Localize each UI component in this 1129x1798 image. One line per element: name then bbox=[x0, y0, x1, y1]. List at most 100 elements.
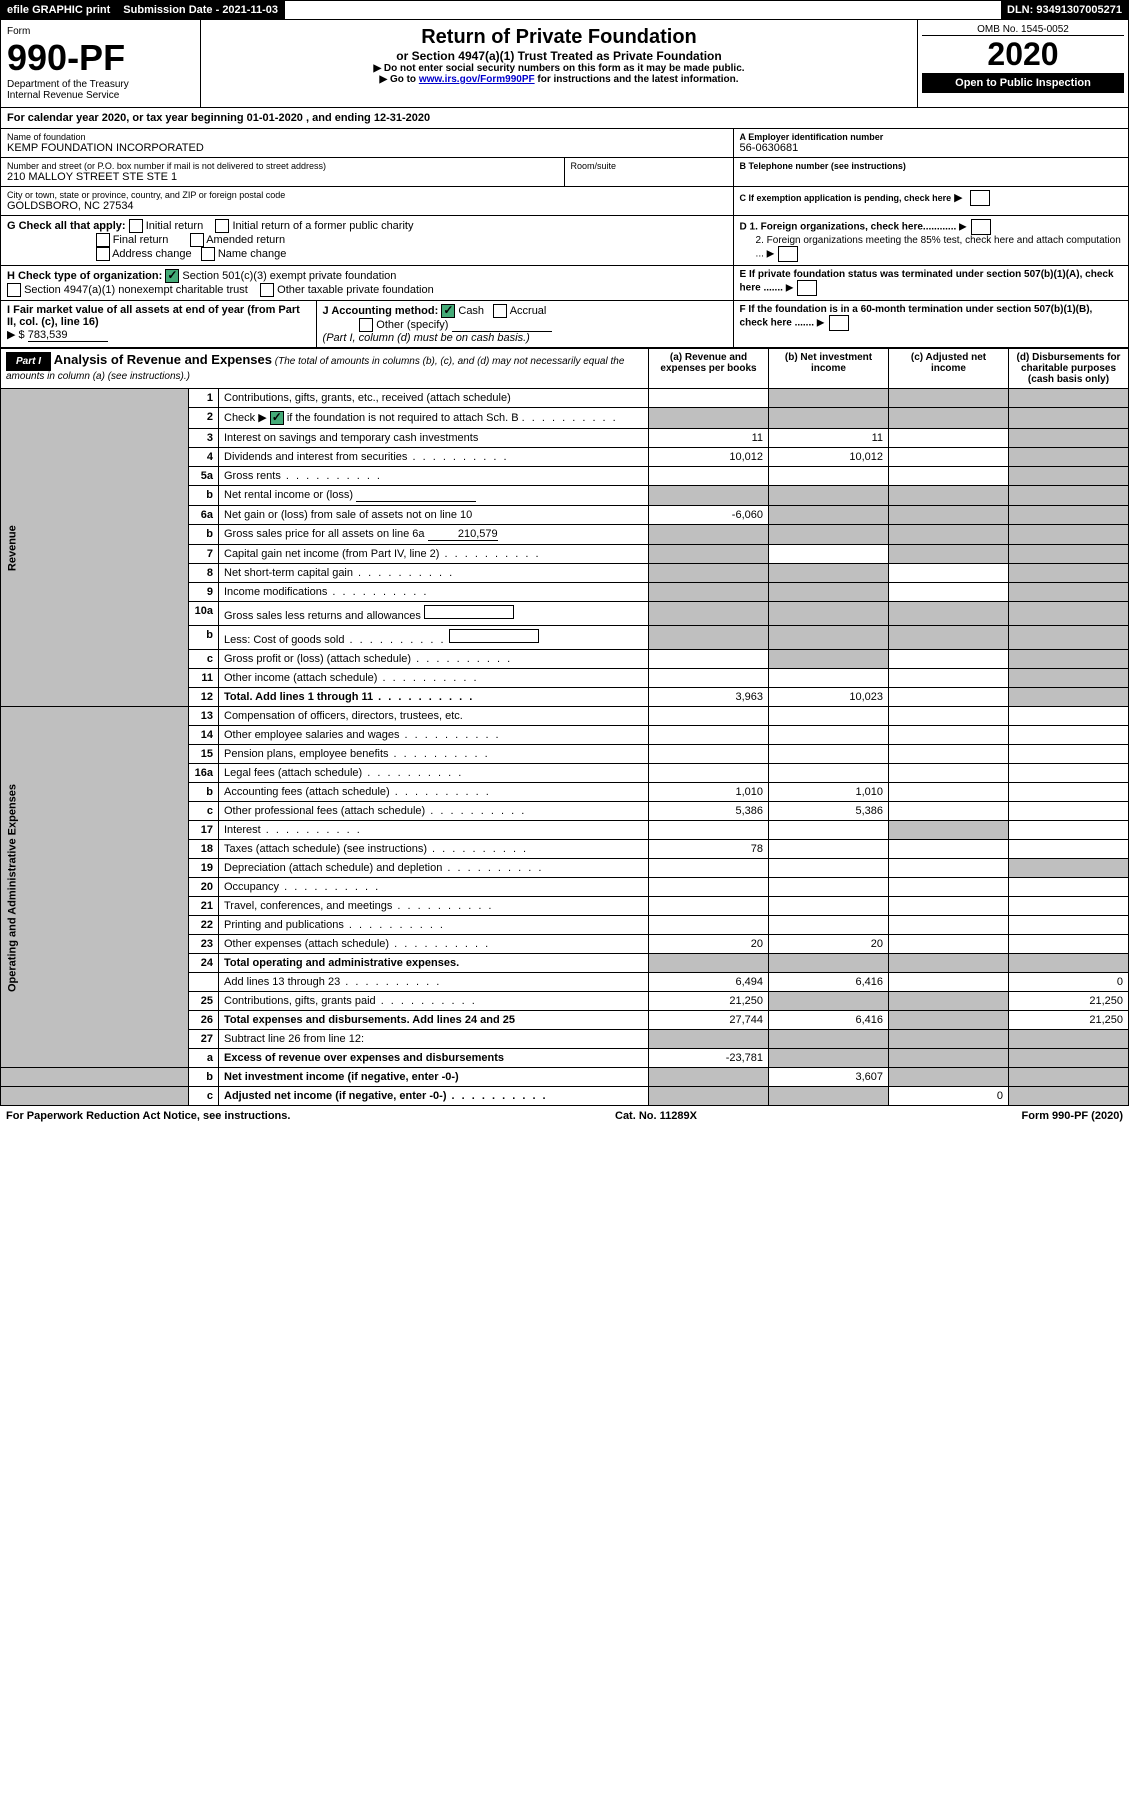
j-label: J Accounting method: bbox=[323, 305, 439, 317]
e-label: E If private foundation status was termi… bbox=[740, 269, 1114, 294]
l27c-c: 0 bbox=[889, 1087, 1009, 1106]
col-d-header: (d) Disbursements for charitable purpose… bbox=[1009, 349, 1129, 389]
line-23: Other expenses (attach schedule) bbox=[224, 938, 389, 950]
line-17: Interest bbox=[224, 824, 261, 836]
other-taxable-checkbox[interactable] bbox=[260, 283, 274, 297]
address-block: Number and street (or P.O. box number if… bbox=[0, 158, 1129, 187]
f-label: F If the foundation is in a 60-month ter… bbox=[740, 304, 1093, 329]
room-label: Room/suite bbox=[571, 161, 727, 171]
l16c-a: 5,386 bbox=[649, 802, 769, 821]
cal-end: 12-31-2020 bbox=[374, 112, 430, 124]
footer-left: For Paperwork Reduction Act Notice, see … bbox=[6, 1110, 290, 1122]
l25-a: 21,250 bbox=[649, 992, 769, 1011]
note-link-line: ▶ Go to www.irs.gov/Form990PF for instru… bbox=[207, 74, 911, 85]
initial-former-checkbox[interactable] bbox=[215, 219, 229, 233]
calendar-year-row: For calendar year 2020, or tax year begi… bbox=[0, 108, 1129, 129]
amended-return-label: Amended return bbox=[206, 234, 285, 246]
table-row: Revenue 1 Contributions, gifts, grants, … bbox=[1, 389, 1129, 408]
irs: Internal Revenue Service bbox=[7, 90, 194, 101]
l6a-a: -6,060 bbox=[649, 506, 769, 525]
other-method-checkbox[interactable] bbox=[359, 318, 373, 332]
c-checkbox[interactable] bbox=[970, 190, 990, 206]
4947-label: Section 4947(a)(1) nonexempt charitable … bbox=[24, 284, 248, 296]
ein-value: 56-0630681 bbox=[740, 142, 1122, 154]
i-j-f-row: I Fair market value of all assets at end… bbox=[0, 301, 1129, 348]
initial-return-checkbox[interactable] bbox=[129, 219, 143, 233]
submission-date: Submission Date - 2021-11-03 bbox=[117, 1, 285, 19]
footer-mid: Cat. No. 11289X bbox=[615, 1110, 697, 1122]
line-15: Pension plans, employee benefits bbox=[224, 748, 389, 760]
name-change-label: Name change bbox=[218, 248, 287, 260]
dept: Department of the Treasury bbox=[7, 79, 194, 90]
phone-label: B Telephone number (see instructions) bbox=[740, 161, 1122, 171]
open-inspection: Open to Public Inspection bbox=[922, 73, 1124, 93]
accrual-checkbox[interactable] bbox=[493, 304, 507, 318]
j-note: (Part I, column (d) must be on cash basi… bbox=[323, 332, 530, 344]
l3-b: 11 bbox=[769, 429, 889, 448]
name-label: Name of foundation bbox=[7, 132, 727, 142]
l18-a: 78 bbox=[649, 840, 769, 859]
line-27c: Adjusted net income (if negative, enter … bbox=[224, 1090, 446, 1102]
name-change-checkbox[interactable] bbox=[201, 247, 215, 261]
l24b-b: 6,416 bbox=[769, 973, 889, 992]
line-16a: Legal fees (attach schedule) bbox=[224, 767, 362, 779]
line-3: Interest on savings and temporary cash i… bbox=[219, 429, 649, 448]
cal-pre: For calendar year 2020, or tax year begi… bbox=[7, 112, 247, 124]
note-ssn: ▶ Do not enter social security numbers o… bbox=[207, 63, 911, 74]
line-20: Occupancy bbox=[224, 881, 279, 893]
address-change-checkbox[interactable] bbox=[96, 247, 110, 261]
line-18: Taxes (attach schedule) (see instruction… bbox=[224, 843, 427, 855]
l25-d: 21,250 bbox=[1009, 992, 1129, 1011]
c-label: C If exemption application is pending, c… bbox=[740, 193, 952, 203]
form-header: Form 990-PF Department of the Treasury I… bbox=[0, 20, 1129, 108]
f-checkbox[interactable] bbox=[829, 315, 849, 331]
l4-b: 10,012 bbox=[769, 448, 889, 467]
4947-checkbox[interactable] bbox=[7, 283, 21, 297]
d1-checkbox[interactable] bbox=[971, 219, 991, 235]
form-title: Return of Private Foundation bbox=[207, 26, 911, 49]
l26-a: 27,744 bbox=[649, 1011, 769, 1030]
cal-begin: 01-01-2020 bbox=[247, 112, 303, 124]
501c3-checkbox[interactable] bbox=[165, 269, 179, 283]
d1-label: D 1. Foreign organizations, check here..… bbox=[740, 222, 957, 233]
line-24b: Add lines 13 through 23 bbox=[224, 976, 340, 988]
final-return-checkbox[interactable] bbox=[96, 233, 110, 247]
line-2-pre: Check ▶ bbox=[224, 412, 267, 424]
cal-mid: , and ending bbox=[306, 112, 374, 124]
foundation-name: KEMP FOUNDATION INCORPORATED bbox=[7, 142, 727, 154]
line-26: Total expenses and disbursements. Add li… bbox=[219, 1011, 649, 1030]
cash-label: Cash bbox=[458, 305, 484, 317]
note2-pre: ▶ Go to bbox=[379, 74, 418, 85]
arrow-icon: ▶ bbox=[954, 192, 962, 204]
h-e-row: H Check type of organization: Section 50… bbox=[0, 266, 1129, 301]
irs-link[interactable]: www.irs.gov/Form990PF bbox=[419, 74, 535, 85]
table-row: bNet investment income (if negative, ent… bbox=[1, 1068, 1129, 1087]
d2-checkbox[interactable] bbox=[778, 246, 798, 262]
footer-right: Form 990-PF (2020) bbox=[1022, 1110, 1123, 1122]
note2-post: for instructions and the latest informat… bbox=[537, 74, 738, 85]
arrow-icon: ▶ bbox=[959, 222, 967, 233]
l23-b: 20 bbox=[769, 935, 889, 954]
address-change-label: Address change bbox=[112, 248, 192, 260]
line-12: Total. Add lines 1 through 11 bbox=[224, 691, 373, 703]
sch-b-checkbox[interactable] bbox=[270, 411, 284, 425]
arrow-icon: ▶ bbox=[767, 249, 775, 260]
l4-a: 10,012 bbox=[649, 448, 769, 467]
line-14: Other employee salaries and wages bbox=[224, 729, 399, 741]
arrow-icon: ▶ bbox=[817, 318, 825, 329]
entity-block: Name of foundation KEMP FOUNDATION INCOR… bbox=[0, 129, 1129, 158]
line-7: Capital gain net income (from Part IV, l… bbox=[224, 548, 439, 560]
l16c-b: 5,386 bbox=[769, 802, 889, 821]
efile-label[interactable]: efile GRAPHIC print bbox=[1, 1, 117, 19]
tax-year: 2020 bbox=[922, 36, 1124, 73]
cash-checkbox[interactable] bbox=[441, 304, 455, 318]
l16b-b: 1,010 bbox=[769, 783, 889, 802]
line-16c: Other professional fees (attach schedule… bbox=[224, 805, 425, 817]
amended-return-checkbox[interactable] bbox=[190, 233, 204, 247]
form-number: 990-PF bbox=[7, 37, 194, 79]
accrual-label: Accrual bbox=[510, 305, 547, 317]
l16b-a: 1,010 bbox=[649, 783, 769, 802]
e-checkbox[interactable] bbox=[797, 280, 817, 296]
other-method-line bbox=[452, 319, 552, 332]
other-method-label: Other (specify) bbox=[376, 319, 448, 331]
